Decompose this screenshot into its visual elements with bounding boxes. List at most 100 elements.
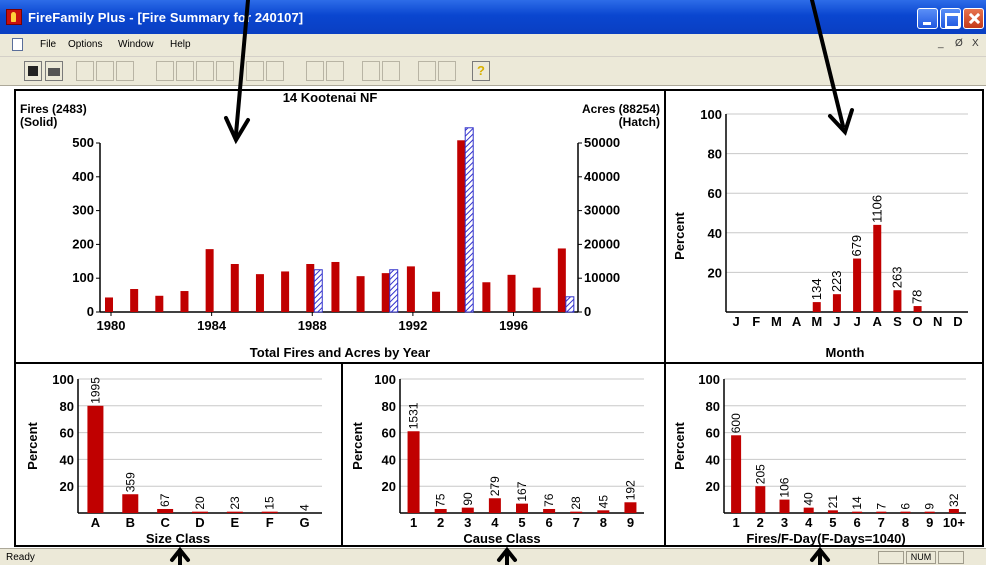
x-tick-label: C <box>160 515 170 530</box>
x-axis-label: Size Class <box>146 531 210 546</box>
help-icon: ? <box>477 63 485 78</box>
chart-tool-button-14[interactable] <box>438 61 456 81</box>
fires-per-fday-chart: Fires/F-Day(F-Days=1040) Percent 20 40 60 8… <box>672 372 966 546</box>
bar-value-label: 21 <box>826 495 840 509</box>
x-tick-label: J <box>732 314 739 329</box>
chart-tool-button-9[interactable] <box>306 61 324 81</box>
percent-bar <box>570 511 583 513</box>
x-tick-label: M <box>771 314 782 329</box>
x-tick-label: S <box>893 314 902 329</box>
menu-options[interactable]: Options <box>68 39 103 50</box>
chart-tool-button-3[interactable] <box>116 61 134 81</box>
x-tick-label: 2 <box>757 515 764 530</box>
x-tick-label: 8 <box>600 515 607 530</box>
x-tick-label: 8 <box>902 515 909 530</box>
percent-bar <box>900 511 911 513</box>
mdi-minimize-button[interactable]: _ <box>938 38 944 49</box>
num-lock-indicator: NUM <box>906 551 936 564</box>
menu-file[interactable]: File <box>40 39 57 50</box>
app-flame-icon[interactable] <box>6 9 22 25</box>
y-tick-label: 60 <box>382 426 396 441</box>
save-button[interactable] <box>24 61 42 81</box>
acres-bar <box>313 269 323 313</box>
chart-tool-button-1[interactable] <box>76 61 94 81</box>
mdi-restore-button[interactable]: Ø <box>955 38 963 49</box>
percent-bar <box>192 511 208 513</box>
bar-value-label: 32 <box>947 493 961 507</box>
fires-bar <box>557 248 566 312</box>
fires-bar <box>255 274 264 312</box>
fires-bar <box>432 291 441 312</box>
print-button[interactable] <box>45 61 63 81</box>
chart-tool-button-8[interactable] <box>266 61 284 81</box>
left-y-tick-label: 500 <box>72 135 94 150</box>
chart-tool-button-12[interactable] <box>382 61 400 81</box>
chart-tool-button-13[interactable] <box>418 61 436 81</box>
bar-value-label: 263 <box>889 267 904 289</box>
x-axis-label: Fires/F-Day(F-Days=1040) <box>746 531 905 546</box>
toolbar: ? <box>0 56 986 86</box>
x-tick-label: B <box>126 515 135 530</box>
x-tick-label: A <box>792 314 802 329</box>
percent-bar <box>913 306 922 312</box>
bar-value-label: 1995 <box>88 377 102 404</box>
minimize-button[interactable] <box>917 8 938 29</box>
x-tick-label: G <box>300 515 310 530</box>
acres-bar <box>464 127 474 313</box>
chart-title: 14 Kootenai NF <box>283 90 378 105</box>
bar-value-label: 45 <box>596 495 610 509</box>
fires-bar <box>230 264 239 312</box>
bar-value-label: 76 <box>542 493 556 507</box>
cause-class-chart: Cause Class Percent 20406080100115312753… <box>350 372 644 546</box>
menu-help[interactable]: Help <box>170 39 191 50</box>
x-tick-label: 3 <box>781 515 788 530</box>
fires-bar <box>105 297 113 312</box>
percent-bar <box>803 507 814 513</box>
percent-bar <box>157 508 174 513</box>
window-title: FireFamily Plus - [Fire Summary for 2401… <box>28 10 304 25</box>
fires-bar <box>406 266 415 312</box>
x-axis-label: Total Fires and Acres by Year <box>250 345 430 360</box>
chart-tool-button-4[interactable] <box>156 61 174 81</box>
bar-value-label: 192 <box>623 480 637 500</box>
mdi-close-button[interactable]: X <box>972 38 979 49</box>
x-tick-label: F <box>752 314 760 329</box>
print-icon <box>48 68 60 76</box>
help-button[interactable]: ? <box>472 61 490 81</box>
chart-tool-button-7[interactable] <box>246 61 264 81</box>
y-axis-label: Percent <box>350 421 365 469</box>
bar-value-label: 20 <box>193 496 207 510</box>
fires-bar <box>180 291 189 312</box>
chart-tool-button-10[interactable] <box>326 61 344 81</box>
bar-value-label: 600 <box>729 413 743 433</box>
menu-window[interactable]: Window <box>118 39 154 50</box>
y-tick-label: 80 <box>60 399 74 414</box>
percent-bar <box>873 224 882 312</box>
fires-bar <box>205 249 214 312</box>
bar-value-label: 134 <box>809 278 824 300</box>
left-y-tick-label: 400 <box>72 169 94 184</box>
percent-bar <box>755 486 766 513</box>
x-tick-label: 3 <box>464 515 471 530</box>
fires-bar <box>356 276 365 312</box>
right-y-tick-label: 40000 <box>584 169 620 184</box>
chart-tool-button-2[interactable] <box>96 61 114 81</box>
x-tick-label: 4 <box>491 515 499 530</box>
x-tick-label: A <box>873 314 883 329</box>
fires-bar <box>482 282 491 312</box>
fires-bar <box>155 295 164 312</box>
chart-tool-button-11[interactable] <box>362 61 380 81</box>
y-tick-label: 20 <box>382 479 396 494</box>
maximize-button[interactable] <box>940 8 961 29</box>
chart-tool-button-5[interactable] <box>176 61 194 81</box>
close-button[interactable] <box>963 8 984 29</box>
percent-tool-button[interactable] <box>196 61 214 81</box>
y-axis-label: Percent <box>672 211 687 259</box>
chart-tool-button-6[interactable] <box>216 61 234 81</box>
y-tick-label: 100 <box>698 372 720 387</box>
document-icon[interactable] <box>12 38 23 51</box>
x-tick-label: 7 <box>878 515 885 530</box>
percent-bar <box>624 502 637 513</box>
title-bar: FireFamily Plus - [Fire Summary for 2401… <box>0 0 986 34</box>
